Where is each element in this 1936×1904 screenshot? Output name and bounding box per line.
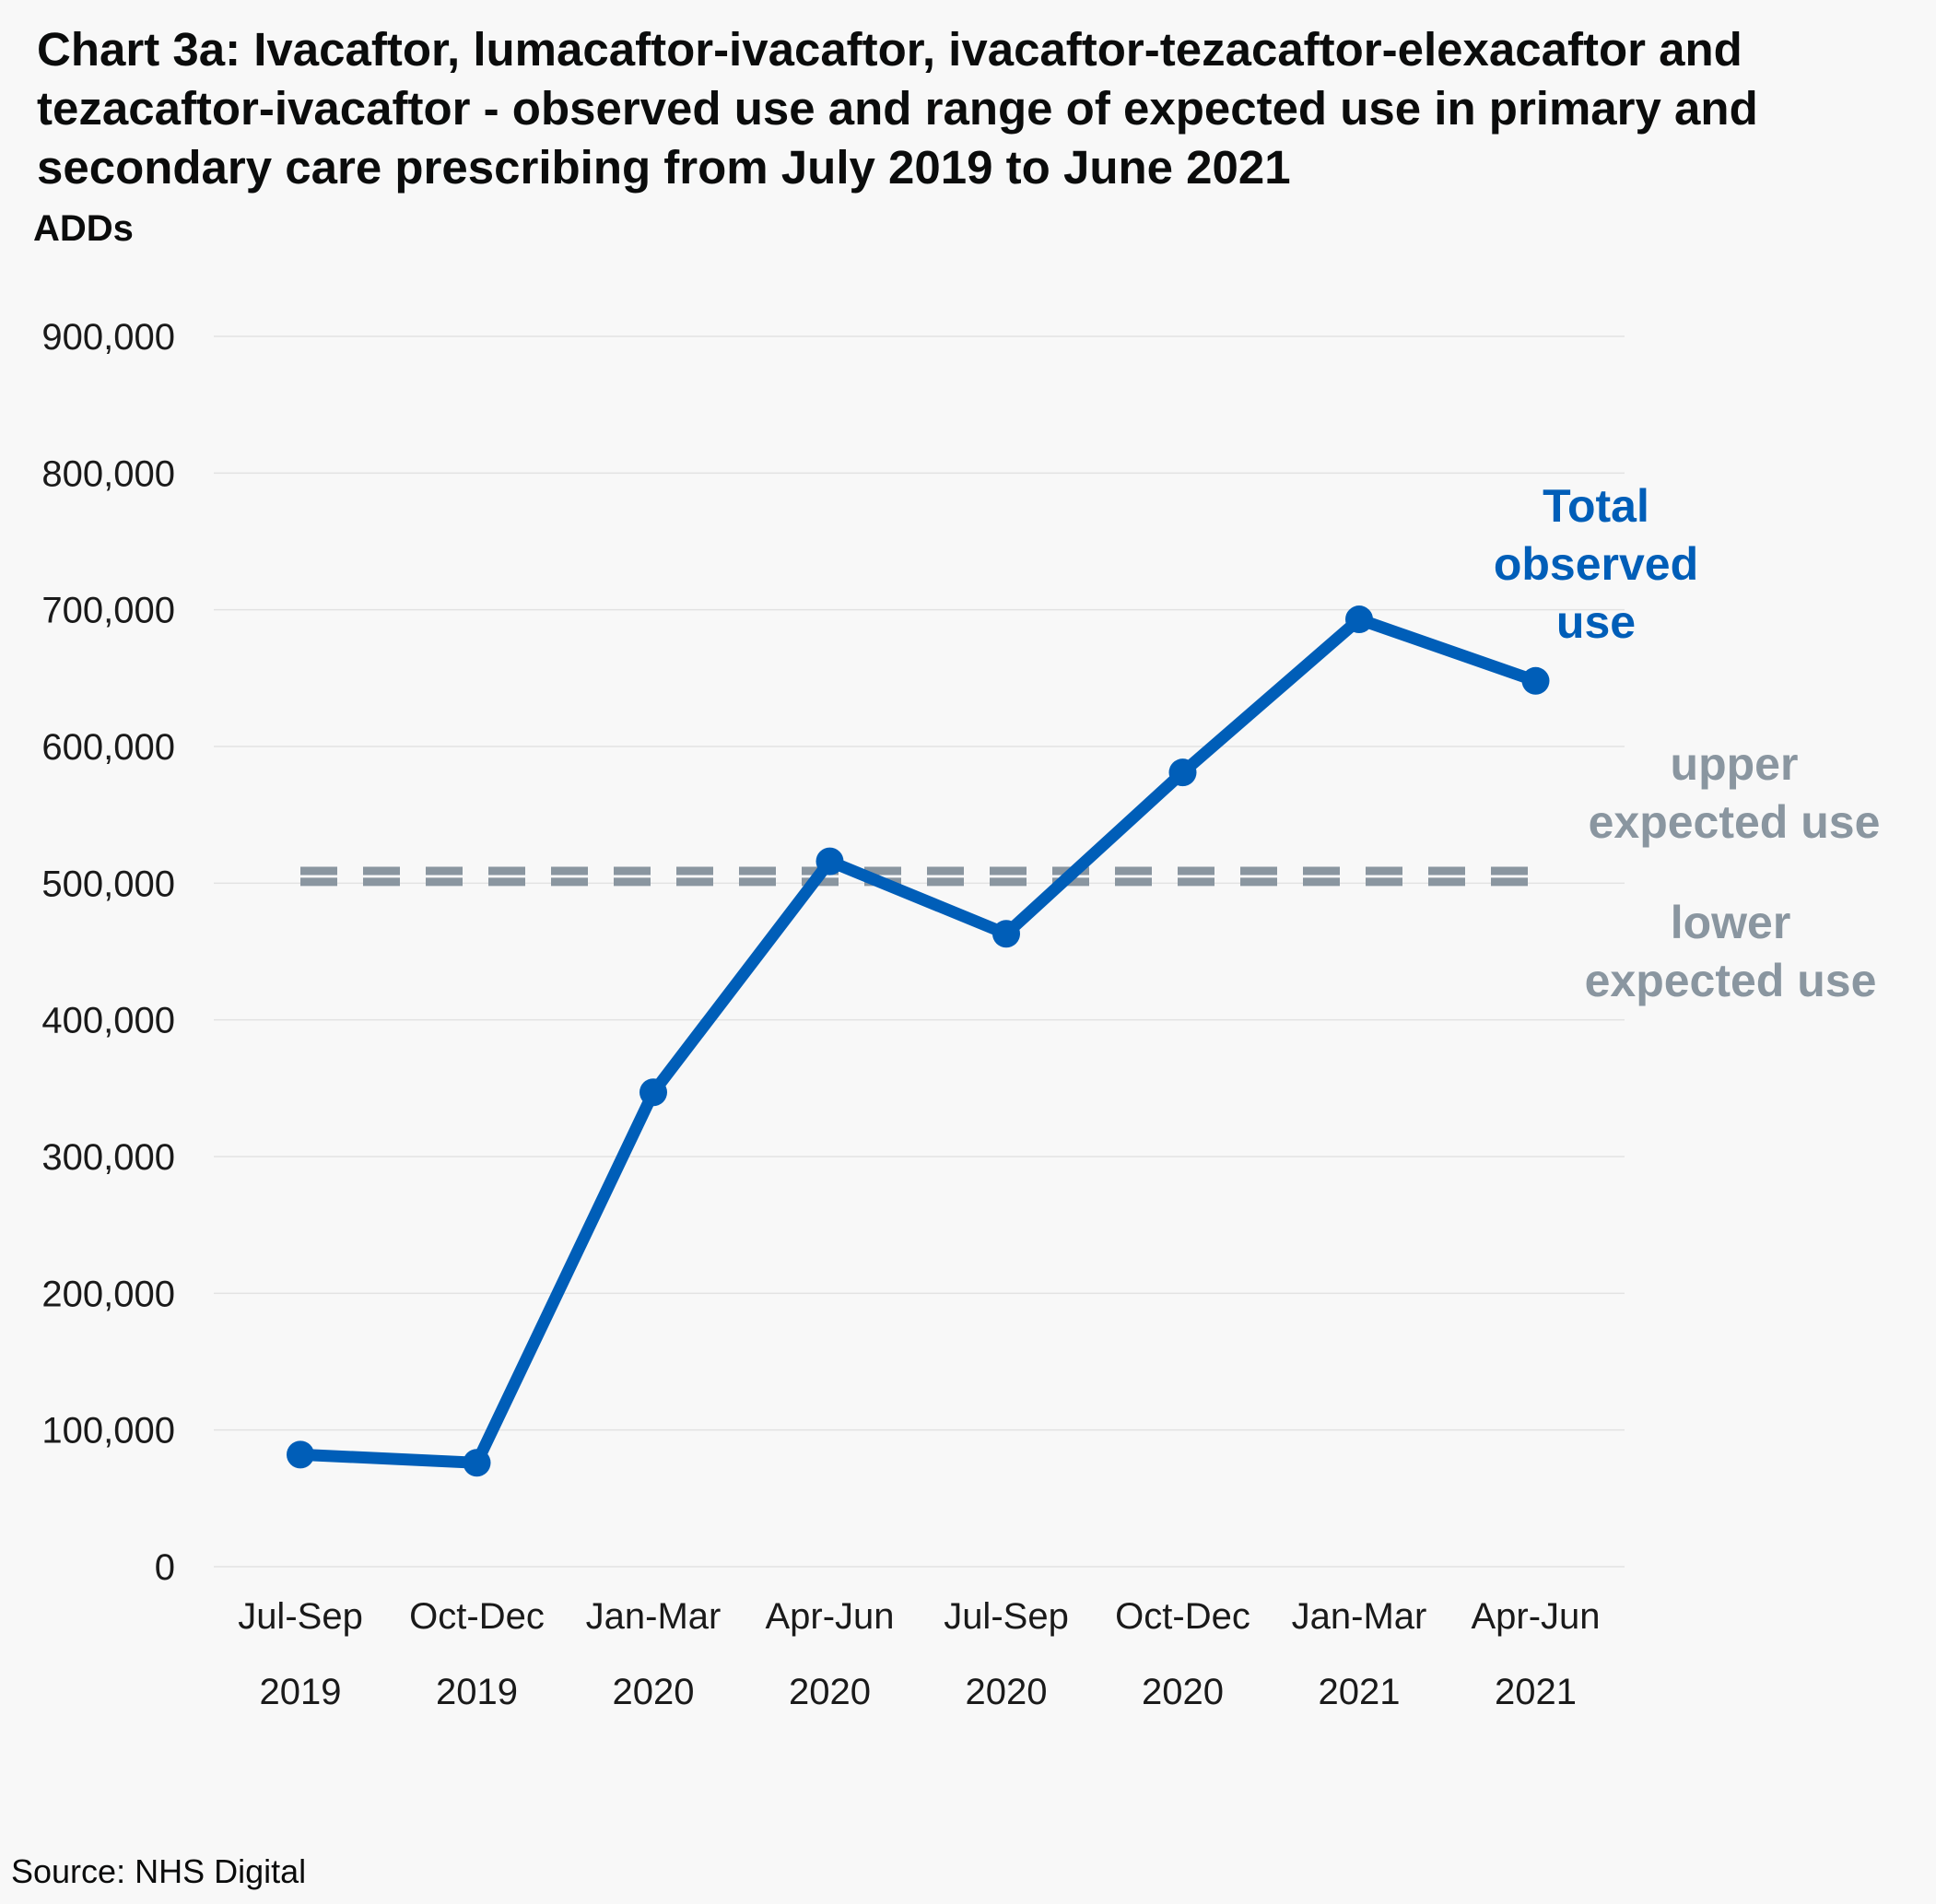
y-tick-label: 0: [155, 1547, 175, 1588]
chart-title: Chart 3a: Ivacaftor, lumacaftor-ivacafto…: [37, 23, 1758, 194]
y-axis-label: ADDs: [33, 208, 134, 249]
y-tick-label: 100,000: [41, 1411, 175, 1452]
x-tick-label: Oct-Dec: [409, 1596, 545, 1637]
x-tick-label-year: 2020: [789, 1672, 871, 1712]
y-tick-label: 700,000: [41, 591, 175, 631]
upper-expected-label: upper expected use: [1589, 738, 1881, 848]
observed-point: [1168, 758, 1197, 787]
series-group: [287, 605, 1550, 1477]
observed-point: [463, 1449, 491, 1477]
x-tick-label-year: 2019: [436, 1672, 518, 1712]
x-tick-label-year: 2019: [260, 1672, 342, 1712]
observed-use-label: Total observed use: [1494, 480, 1698, 648]
x-tick-label-year: 2020: [1142, 1672, 1224, 1712]
gridlines: [214, 335, 1625, 1568]
x-tick-label-year: 2020: [613, 1672, 695, 1712]
y-tick-label: 200,000: [41, 1274, 175, 1314]
x-tick-label: Jul-Sep: [238, 1596, 363, 1637]
x-tick-label: Jan-Mar: [586, 1596, 722, 1637]
observed-point: [815, 847, 844, 876]
y-tick-label: 800,000: [41, 453, 175, 494]
y-tick-label: 600,000: [41, 727, 175, 768]
x-tick-label: Apr-Jun: [1471, 1596, 1600, 1637]
x-tick-label: Apr-Jun: [765, 1596, 894, 1637]
y-tick-label: 900,000: [41, 317, 175, 358]
series-labels: Total observed use upper expected use lower ex…: [1494, 480, 1881, 1006]
observed-point: [287, 1440, 314, 1469]
x-axis-ticks: Jul-Sep 2019 Oct-Dec 2019 Jan-Mar 2020 Apr-Jun…: [238, 1596, 1600, 1712]
observed-point: [639, 1078, 667, 1107]
y-tick-label: 500,000: [41, 864, 175, 904]
observed-point: [992, 920, 1020, 948]
source-note: Source: NHS Digital: [11, 1852, 307, 1890]
y-axis-ticks: 0 100,000 200,000 300,000 400,000 500,000 600,…: [41, 317, 175, 1588]
x-tick-label-year: 2020: [966, 1672, 1048, 1712]
x-tick-label: Jul-Sep: [944, 1596, 1069, 1637]
y-tick-label: 400,000: [41, 1001, 175, 1041]
observed-line: [294, 613, 1542, 1469]
observed-point: [1521, 666, 1550, 695]
y-tick-label: 300,000: [41, 1137, 175, 1178]
observed-point: [1345, 605, 1373, 634]
lower-expected-label: lower expected use: [1585, 897, 1877, 1006]
x-tick-label: Jan-Mar: [1292, 1596, 1427, 1637]
x-tick-label: Oct-Dec: [1115, 1596, 1250, 1637]
x-tick-label-year: 2021: [1495, 1672, 1577, 1712]
x-tick-label-year: 2021: [1319, 1672, 1401, 1712]
